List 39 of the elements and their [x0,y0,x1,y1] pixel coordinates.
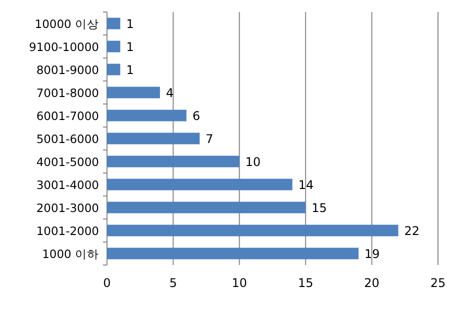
bar [107,132,200,144]
bar [107,178,292,190]
bar [107,64,120,76]
data-label: 1 [126,63,134,77]
bar [107,156,240,168]
bar [107,248,359,260]
x-tick-label: 20 [364,276,380,290]
bar [107,40,120,52]
y-tick-label: 8001-9000 [36,63,99,77]
x-tick-label: 15 [298,276,314,290]
data-label: 15 [312,201,327,215]
y-tick-label: 10000 이상 [34,17,99,31]
bar [107,110,186,122]
bar [107,86,160,98]
y-tick-label: 5001-6000 [36,132,99,146]
x-tick-label: 10 [232,276,248,290]
x-tick-label: 0 [103,276,111,290]
data-label: 6 [192,109,200,123]
data-label: 1 [126,40,134,54]
y-tick-label: 6001-7000 [36,109,99,123]
data-label: 4 [166,86,174,100]
bar [107,202,306,214]
data-label: 10 [245,155,261,169]
data-label: 7 [206,132,214,146]
data-label: 22 [404,224,420,238]
data-label: 14 [298,178,314,192]
data-label: 19 [364,247,380,261]
x-tick-label: 25 [430,276,446,290]
data-label: 1 [126,17,134,31]
y-tick-label: 1000 이하 [42,247,99,261]
bar [107,18,120,30]
y-tick-label: 1001-2000 [36,224,99,238]
y-tick-label: 7001-8000 [36,86,99,100]
bar [107,224,398,236]
y-tick-label: 4001-5000 [36,155,99,169]
y-tick-label: 3001-4000 [36,178,99,192]
y-tick-label: 9100-10000 [29,40,99,54]
x-tick-label: 5 [169,276,178,290]
y-tick-label: 2001-3000 [36,201,99,215]
